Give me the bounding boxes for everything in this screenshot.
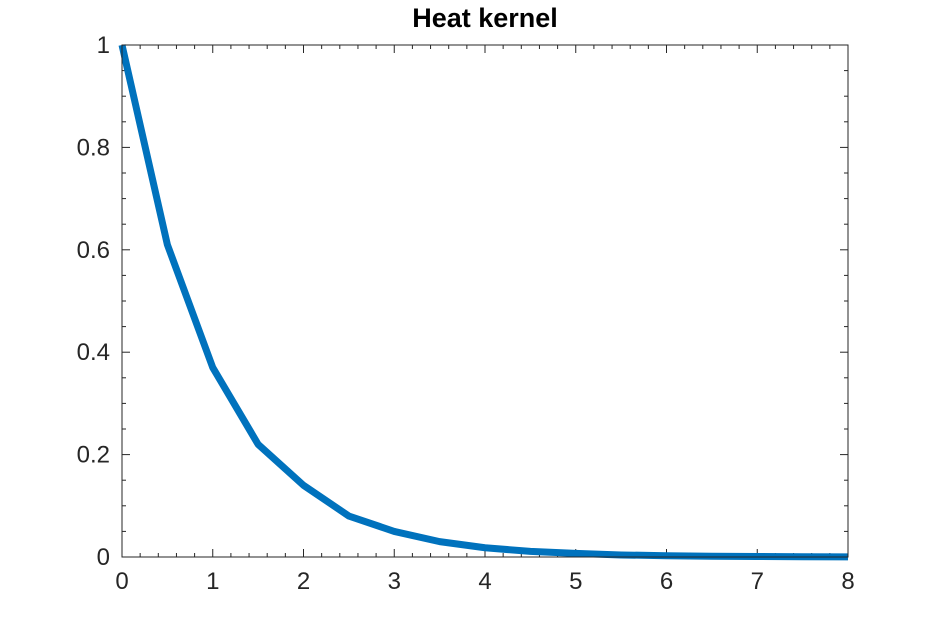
tick-labels-layer: 0 1 2 3 4 5 6 7 8 0 0.2 0.4 0.6 0.8 1 — [77, 32, 855, 595]
plot-area — [122, 45, 848, 557]
y-tick-label: 1 — [97, 32, 110, 59]
x-tick-label: 4 — [478, 568, 491, 595]
x-tick-label: 6 — [660, 568, 673, 595]
x-tick-label: 7 — [751, 568, 764, 595]
y-tick-label: 0 — [97, 544, 110, 571]
series-line — [118, 44, 849, 561]
x-tick-label: 1 — [206, 568, 219, 595]
x-tick-label: 2 — [297, 568, 310, 595]
x-tick-label: 5 — [569, 568, 582, 595]
series-layer — [118, 44, 849, 561]
x-tick-label: 3 — [388, 568, 401, 595]
y-tick-label: 0.6 — [77, 237, 110, 264]
x-tick-label: 0 — [115, 568, 128, 595]
y-tick-label: 0.2 — [77, 442, 110, 469]
axes-box — [121, 44, 849, 558]
y-tick-label: 0.4 — [77, 339, 110, 366]
y-tick-label: 0.8 — [77, 134, 110, 161]
x-tick-label: 8 — [841, 568, 854, 595]
chart-title: Heat kernel — [412, 3, 558, 33]
